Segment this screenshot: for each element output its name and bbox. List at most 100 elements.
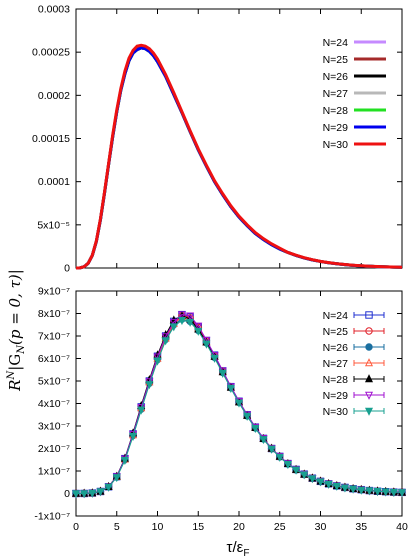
bottom-data-point	[186, 318, 195, 327]
top-series-n29	[75, 46, 403, 270]
x-tick-label: 20	[233, 521, 245, 533]
bottom-data-point	[300, 471, 309, 480]
bottom-data-point	[88, 489, 97, 498]
bottom-data-point	[324, 480, 333, 489]
top-series-n30	[75, 43, 403, 270]
bottom-data-point	[202, 340, 211, 349]
top-plot-frame	[75, 8, 403, 269]
bottom-data-point	[275, 453, 284, 462]
top-series-line	[75, 46, 403, 270]
x-tick-label: 35	[355, 521, 367, 533]
top-y-tick-label: 0.00015	[32, 133, 70, 145]
top-series-n27	[75, 46, 403, 270]
bottom-data-point	[194, 322, 203, 331]
top-y-tick-label: 0.0003	[38, 4, 70, 16]
bottom-data-point	[145, 381, 154, 390]
bottom-y-tick-label: -1x10⁻⁷	[34, 511, 70, 523]
top-legend-label: N=29	[323, 122, 349, 134]
bottom-data-point	[137, 406, 146, 415]
bottom-legend-marker	[365, 311, 373, 319]
x-tick-label: 15	[192, 521, 204, 533]
bottom-data-point	[259, 436, 268, 445]
x-tick-label: 10	[152, 521, 164, 533]
bottom-legend-marker	[364, 391, 374, 400]
bottom-data-point	[308, 475, 317, 484]
bottom-y-tick-label: 3x10⁻⁷	[38, 421, 70, 433]
bottom-panel: -1x10⁻⁷ 0 1x10⁻⁷ 2x10⁻⁷ 3x10⁻⁷ 4x10⁻⁷ 5x10⁻⁷ 6x…	[34, 286, 408, 534]
bottom-legend-label: N=28	[323, 374, 349, 386]
bottom-legend-marker	[364, 374, 374, 383]
bottom-y-tick-label: 8x10⁻⁷	[38, 308, 70, 320]
bottom-data-point	[267, 445, 276, 454]
bottom-y-tick-label: 2x10⁻⁷	[38, 443, 70, 455]
bottom-y-tick-label: 0	[64, 488, 70, 500]
top-y-tick-label: 5x10⁻⁵	[37, 219, 70, 231]
bottom-data-point	[226, 385, 235, 394]
bottom-legend-marker	[365, 327, 373, 335]
bottom-data-point	[194, 327, 203, 336]
bottom-y-tick-label: 4x10⁻⁷	[38, 398, 70, 410]
bottom-series-n30	[71, 317, 407, 499]
bottom-data-point	[161, 337, 170, 346]
bottom-data-point	[332, 482, 341, 491]
top-legend-label: N=25	[323, 54, 349, 66]
bottom-legend-marker	[364, 407, 374, 416]
bottom-data-point	[397, 489, 407, 498]
bottom-data-point	[104, 483, 113, 492]
x-tick-label: 40	[396, 521, 408, 533]
bottom-y-tick-label: 9x10⁻⁷	[38, 286, 70, 298]
bottom-legend-label: N=27	[323, 358, 349, 370]
bottom-data-point	[316, 478, 325, 487]
bottom-data-point	[283, 461, 292, 470]
top-series-line	[75, 46, 403, 270]
x-tick-label: 5	[114, 521, 120, 533]
bottom-legend-marker	[365, 343, 373, 351]
y-axis-label: RN|GN(p = 0, τ)|	[6, 269, 27, 392]
bottom-data-point	[365, 487, 374, 496]
bottom-data-point	[234, 399, 244, 408]
x-axis-label: τ/εF	[227, 539, 250, 559]
bottom-y-tick-label: 6x10⁻⁷	[38, 353, 70, 365]
bottom-legend-label: N=24	[323, 310, 349, 322]
top-legend-label: N=24	[323, 37, 349, 49]
bottom-data-point	[80, 490, 89, 499]
top-legend-label: N=27	[323, 88, 349, 100]
bottom-data-point	[112, 474, 121, 483]
bottom-y-tick-label: 5x10⁻⁷	[38, 376, 70, 388]
top-legend-label: N=26	[323, 71, 349, 83]
top-legend-label: N=30	[323, 139, 349, 151]
bottom-data-point	[357, 486, 366, 495]
bottom-data-point	[373, 488, 382, 497]
bottom-data-point	[177, 311, 186, 320]
top-legend-label: N=28	[323, 105, 349, 117]
bottom-data-point	[340, 484, 349, 493]
top-series-n26	[75, 46, 403, 270]
bottom-data-point	[120, 457, 129, 466]
bottom-y-tick-label: 1x10⁻⁷	[38, 466, 70, 478]
top-series-line	[75, 43, 403, 270]
top-y-tick-label: 0.00025	[32, 47, 70, 59]
x-tick-label: 30	[315, 521, 327, 533]
bottom-data-point	[210, 354, 219, 363]
bottom-legend-label: N=26	[323, 342, 349, 354]
bottom-data-point	[129, 432, 138, 441]
bottom-data-point	[292, 466, 301, 475]
bottom-data-point	[251, 425, 260, 434]
top-y-tick-label: 0.0001	[38, 176, 70, 188]
top-y-tick-label: 0	[64, 263, 70, 275]
top-series-n25	[75, 46, 403, 270]
bottom-y-tick-label: 7x10⁻⁷	[38, 331, 70, 343]
bottom-data-point	[218, 369, 227, 378]
top-series-n24	[75, 46, 403, 270]
bottom-legend-label: N=29	[323, 390, 349, 402]
top-series-line	[75, 46, 403, 270]
top-panel: 0 5x10⁻⁵ 0.0001 0.00015 0.0002 0.00025 0.0003 N…	[32, 4, 403, 275]
bottom-data-point	[381, 488, 390, 497]
bottom-data-point	[71, 490, 81, 499]
bottom-data-point	[169, 318, 178, 327]
bottom-data-point	[169, 323, 178, 332]
bottom-data-point	[243, 412, 252, 421]
bottom-legend-label: N=30	[323, 406, 349, 418]
bottom-data-point	[349, 485, 358, 494]
